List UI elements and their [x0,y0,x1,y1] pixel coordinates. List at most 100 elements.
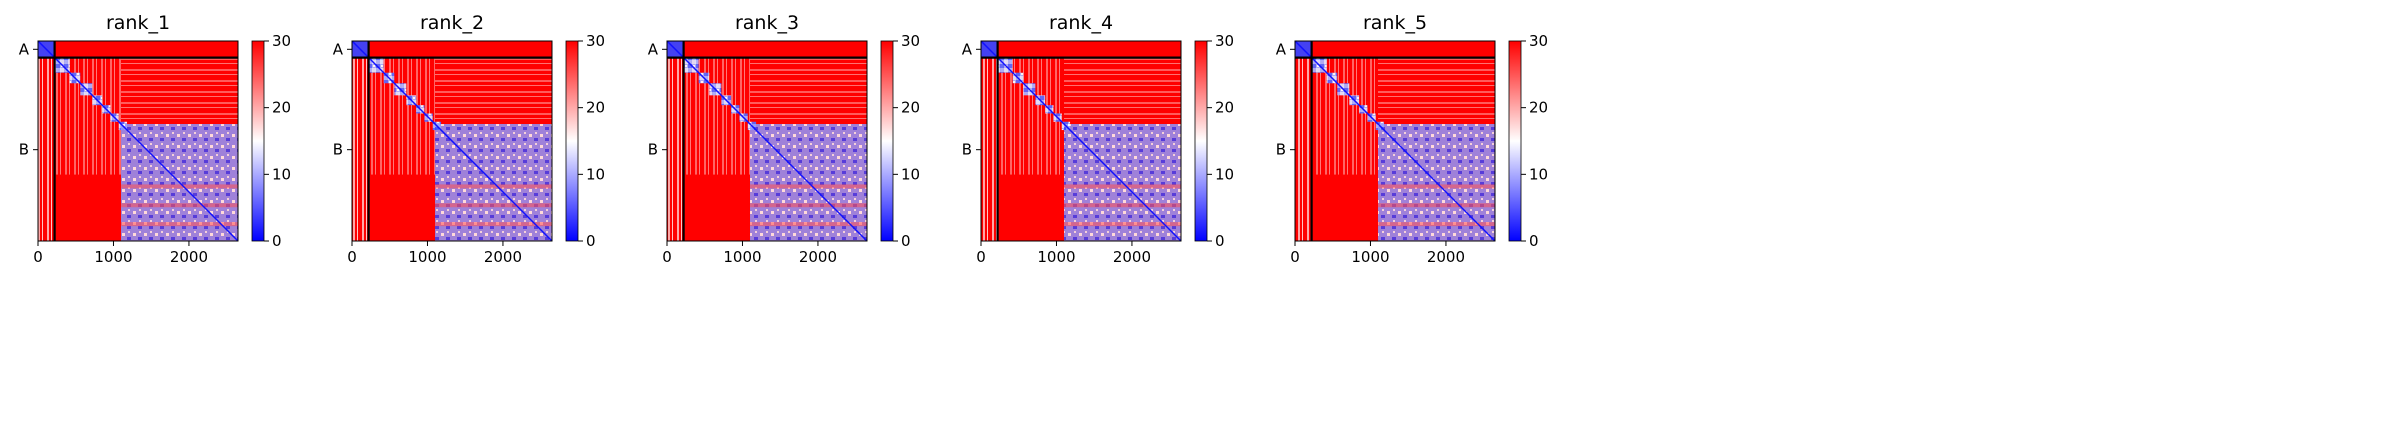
heatmap-cells [981,41,1181,241]
colorbar-tick-label: 30 [1529,32,1548,50]
y-tick-label: B [962,141,972,159]
heatmap-cells [38,41,238,241]
colorbar [1508,40,1522,242]
heatmap-cells [667,41,867,241]
colorbar [1194,40,1208,242]
heatmap-panel-4: rank_4 0 1000 2000 A B 0 10 20 30 [962,12,1234,266]
inter-chain-region-ba [1295,57,1312,241]
y-tick-label: B [648,141,658,159]
heatmap-band [435,184,552,189]
panel-title: rank_3 [735,12,799,34]
heatmap-frame [351,40,553,242]
x-tick-label: 2000 [1113,248,1151,266]
colorbar-tick-label: 30 [272,32,291,50]
intra-chain-region-b-top [750,57,867,125]
colorbar-tick-label: 10 [1529,165,1548,183]
intra-chain-region-b-left [1311,57,1379,175]
panel-title: rank_1 [106,12,170,34]
x-tick-label: 0 [662,248,672,266]
x-tick-label: 1000 [94,248,132,266]
heatmap-diagonal [981,41,1181,241]
colorbar-tick-label: 20 [1215,99,1234,117]
heatmap-band [750,222,867,227]
colorbar-tick-label: 20 [586,99,605,117]
heatmap-band [750,203,867,208]
heatmap-band [1064,203,1181,208]
x-tick-label: 2000 [799,248,837,266]
inter-chain-region-ba [38,57,55,241]
heatmap-diagonal [352,41,552,241]
intra-chain-region-b-top [435,57,552,125]
y-tick-label: A [333,40,344,58]
colorbar-tick-label: 10 [272,165,291,183]
colorbar-tick-label: 0 [586,232,596,250]
y-tick-label: A [648,40,659,58]
heatmap-band [1064,222,1181,227]
y-tick-label: B [19,141,29,159]
colorbar [251,40,265,242]
x-tick-label: 2000 [170,248,208,266]
colorbar-tick-label: 20 [272,99,291,117]
colorbar-tick-label: 0 [272,232,282,250]
colorbar [565,40,579,242]
x-tick-label: 1000 [408,248,446,266]
heatmap-panel-1: rank_1 0 1000 2000 A B 0 10 20 30 [19,12,291,266]
x-tick-label: 1000 [1351,248,1389,266]
colorbar-tick-label: 20 [1529,99,1548,117]
colorbar-tick-label: 30 [1215,32,1234,50]
heatmap-panel-3: rank_3 0 1000 2000 A B 0 10 20 30 [648,12,920,266]
heatmap-frame [980,40,1182,242]
panel-title: rank_5 [1363,12,1427,34]
colorbar-tick-label: 30 [586,32,605,50]
heatmap-band [1064,184,1181,189]
heatmap-frame [1294,40,1496,242]
heatmap-cells [352,41,552,241]
panel-title: rank_2 [420,12,484,34]
intra-chain-region-b-top [1378,57,1495,125]
heatmap-band [121,203,238,208]
y-tick-label: A [1276,40,1287,58]
inter-chain-region-ba [981,57,998,241]
heatmap-band [750,184,867,189]
heatmap-band [435,222,552,227]
colorbar-tick-label: 10 [901,165,920,183]
colorbar-tick-label: 0 [1529,232,1539,250]
intra-chain-region-b-left [54,57,122,175]
inter-chain-region-ba [352,57,369,241]
x-tick-label: 2000 [484,248,522,266]
x-tick-label: 0 [976,248,986,266]
heatmap-panel-5: rank_5 0 1000 2000 A B 0 10 20 30 [1276,12,1548,266]
intra-chain-region-b-top [121,57,238,125]
heatmap-band [121,184,238,189]
heatmap-cells [1295,41,1495,241]
colorbar-tick-label: 0 [901,232,911,250]
heatmap-band [1378,203,1495,208]
heatmap-panel-2: rank_2 0 1000 2000 A B 0 10 20 30 [333,12,605,266]
heatmap-band [121,222,238,227]
x-tick-label: 2000 [1427,248,1465,266]
heatmap-band [435,203,552,208]
y-tick-label: B [333,141,343,159]
x-tick-label: 0 [33,248,43,266]
colorbar-tick-label: 20 [901,99,920,117]
intra-chain-region-b-top [1064,57,1181,125]
heatmap-frame [37,40,239,242]
panel-title: rank_4 [1049,12,1113,34]
y-tick-label: A [19,40,30,58]
colorbar-tick-label: 30 [901,32,920,50]
heatmap-diagonal [38,41,238,241]
intra-chain-region-b-left [683,57,751,175]
heatmap-band [1378,222,1495,227]
colorbar-tick-label: 0 [1215,232,1225,250]
intra-chain-region-b-left [368,57,436,175]
heatmap-diagonal [667,41,867,241]
heatmap-diagonal [1295,41,1495,241]
x-tick-label: 1000 [723,248,761,266]
y-tick-label: B [1276,141,1286,159]
x-tick-label: 0 [347,248,357,266]
intra-chain-region-b-left [997,57,1065,175]
heatmap-frame [666,40,868,242]
colorbar-tick-label: 10 [586,165,605,183]
x-tick-label: 0 [1290,248,1300,266]
